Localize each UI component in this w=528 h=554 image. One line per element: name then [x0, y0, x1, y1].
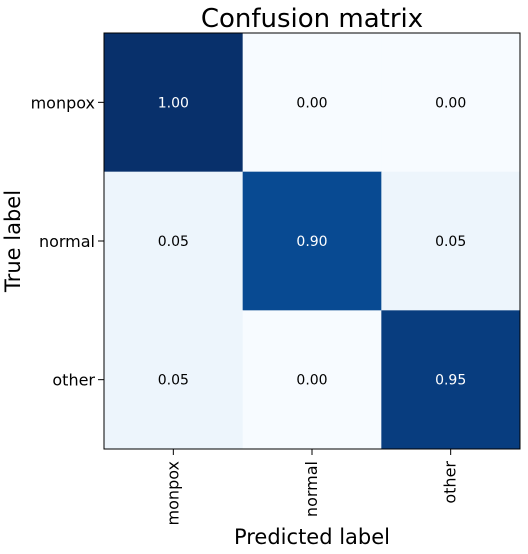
y-tick-label: normal — [39, 232, 95, 251]
cell-value-label: 0.90 — [296, 234, 327, 250]
heatmap-cell-normal-normal — [242, 171, 382, 311]
cell-value-label: 0.00 — [296, 373, 327, 389]
heatmap-cell-normal-monpox — [104, 171, 244, 311]
cell-value-labels: 1.00 0.00 0.00 0.05 0.90 0.05 0.05 0.00 0.95 — [158, 95, 467, 388]
x-tick-label: normal — [302, 461, 321, 517]
heatmap-cell-monpox-other — [381, 33, 521, 173]
x-axis-ticks: monpox normal other — [163, 449, 460, 525]
heatmap-cell-normal-other — [381, 171, 521, 311]
cell-value-label: 0.00 — [435, 95, 466, 111]
heatmap-cell-other-other — [381, 310, 521, 450]
cell-value-label: 0.05 — [158, 373, 189, 389]
x-tick-label: monpox — [163, 461, 182, 525]
cell-value-label: 0.95 — [435, 373, 466, 389]
y-tick-label: monpox — [31, 93, 95, 112]
cell-value-label: 1.00 — [158, 95, 189, 111]
cell-value-label: 0.05 — [435, 234, 466, 250]
heatmap-cell-other-normal — [242, 310, 382, 450]
heatmap-cell-monpox-normal — [242, 33, 382, 173]
cell-value-label: 0.05 — [158, 234, 189, 250]
cell-value-label: 0.00 — [296, 95, 327, 111]
heatmap-cells — [104, 33, 521, 450]
heatmap-cell-monpox-monpox — [104, 33, 244, 173]
y-tick-label: other — [52, 371, 95, 390]
chart-title: Confusion matrix — [201, 4, 423, 34]
y-axis-ticks: monpox normal other — [31, 93, 104, 390]
x-axis-label: Predicted label — [234, 525, 390, 549]
x-tick-label: other — [441, 461, 460, 504]
y-axis-label: True label — [1, 190, 25, 293]
heatmap-cell-other-monpox — [104, 310, 244, 450]
